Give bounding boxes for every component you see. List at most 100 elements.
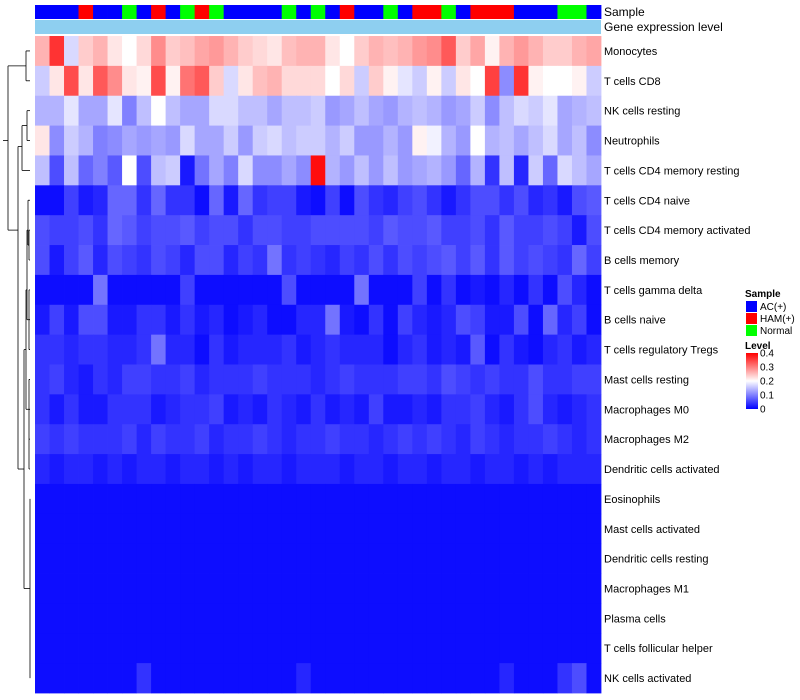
heatmap-cell: [528, 304, 544, 336]
heatmap-cell: [93, 95, 108, 126]
heatmap-cell: [209, 454, 225, 485]
heatmap-cell: [455, 663, 471, 694]
heatmap-cell: [513, 334, 529, 365]
heatmap-cell: [542, 245, 558, 276]
gene-expression-annotation-label: Gene expression level: [604, 20, 723, 34]
heatmap-cell: [122, 543, 137, 574]
heatmap-cell: [78, 304, 94, 336]
heatmap-cell: [180, 454, 196, 485]
heatmap-cell: [513, 483, 529, 515]
heatmap-cell: [252, 424, 268, 455]
heatmap-cell: [93, 603, 108, 634]
heatmap-cell: [49, 245, 65, 276]
heatmap-cell: [441, 364, 457, 395]
heatmap-cell: [383, 513, 399, 545]
sample-annotation-cell: [238, 5, 254, 19]
heatmap-cell: [455, 95, 471, 126]
heatmap-cell: [267, 304, 283, 336]
sample-annotation-cell: [64, 5, 79, 19]
heatmap-cell: [484, 155, 500, 186]
heatmap-cell: [557, 603, 573, 634]
heatmap-cell: [252, 36, 268, 67]
heatmap-cell: [151, 483, 167, 515]
heatmap-cell: [136, 483, 152, 515]
heatmap-cell: [412, 633, 428, 664]
heatmap-cell: [49, 543, 65, 574]
heatmap-cell: [151, 364, 167, 395]
heatmap-cell: [296, 424, 312, 455]
row-label: Mast cells resting: [604, 374, 689, 386]
heatmap-cell: [397, 394, 413, 425]
heatmap-cell: [470, 454, 486, 485]
heatmap-cell: [571, 185, 587, 216]
sample-annotation-cell: [194, 5, 210, 19]
row-label: B cells naive: [604, 315, 666, 327]
heatmap-cell: [165, 95, 181, 126]
heatmap-cell: [499, 364, 515, 395]
sample-legend-swatch: [746, 325, 757, 336]
heatmap-cell: [354, 304, 370, 336]
heatmap-cell: [281, 215, 297, 246]
heatmap-cell: [223, 215, 239, 246]
heatmap-cell: [209, 215, 225, 246]
heatmap-cell: [151, 633, 167, 664]
heatmap-cell: [441, 394, 457, 425]
heatmap-cell: [484, 573, 500, 604]
heatmap-cell: [78, 334, 94, 365]
row-labels: Monocytes T cells CD8 NK cells resting Neut…: [604, 46, 751, 685]
sample-annotation-cell: [455, 5, 471, 19]
heatmap-cell: [252, 394, 268, 425]
heatmap-cell: [209, 364, 225, 395]
heatmap-cell: [238, 274, 254, 306]
heatmap-cell: [557, 364, 573, 395]
heatmap-cell: [557, 543, 573, 574]
sample-annotation-cell: [78, 5, 94, 19]
sample-annotation-cell: [513, 5, 529, 19]
heatmap-cell: [383, 573, 399, 604]
heatmap-cell: [64, 36, 79, 67]
heatmap-cell: [310, 304, 326, 336]
heatmap-cell: [571, 155, 587, 186]
heatmap-cell: [35, 65, 50, 97]
heatmap-cell: [368, 633, 384, 664]
heatmap-cell: [209, 304, 225, 336]
heatmap-cell: [412, 663, 428, 694]
sample-annotation-cell: [136, 5, 152, 19]
heatmap-cell: [470, 663, 486, 694]
heatmap-cell: [64, 334, 79, 365]
heatmap-cell: [281, 663, 297, 694]
sample-legend-title: Sample: [745, 289, 781, 300]
heatmap-cell: [513, 454, 529, 485]
heatmap-cell: [455, 125, 471, 156]
sample-legend-swatch: [746, 313, 757, 324]
heatmap-cell: [238, 304, 254, 336]
heatmap-cell: [325, 215, 341, 246]
heatmap-cell: [180, 543, 196, 574]
heatmap-cell: [49, 36, 65, 67]
heatmap-cell: [484, 364, 500, 395]
heatmap-cell: [412, 304, 428, 336]
heatmap-cell: [383, 185, 399, 216]
heatmap-cell: [542, 155, 558, 186]
heatmap-cell: [455, 454, 471, 485]
heatmap-cell: [78, 573, 94, 604]
heatmap-cell: [151, 155, 167, 186]
heatmap-cell: [93, 573, 108, 604]
heatmap-cell: [383, 334, 399, 365]
heatmap-cell: [339, 65, 355, 97]
heatmap-cell: [499, 424, 515, 455]
heatmap-cell: [383, 663, 399, 694]
heatmap-cell: [107, 95, 123, 126]
heatmap-cell: [93, 155, 108, 186]
heatmap-cell: [499, 95, 515, 126]
heatmap-cell: [180, 36, 196, 67]
heatmap-cell: [513, 663, 529, 694]
heatmap-cell: [571, 95, 587, 126]
heatmap-cell: [93, 513, 108, 545]
heatmap-cell: [441, 245, 457, 276]
heatmap-cell: [122, 663, 137, 694]
heatmap-cell: [528, 603, 544, 634]
heatmap-cell: [310, 36, 326, 67]
heatmap-cell: [194, 65, 210, 97]
row-label: Dendritic cells activated: [604, 464, 720, 476]
